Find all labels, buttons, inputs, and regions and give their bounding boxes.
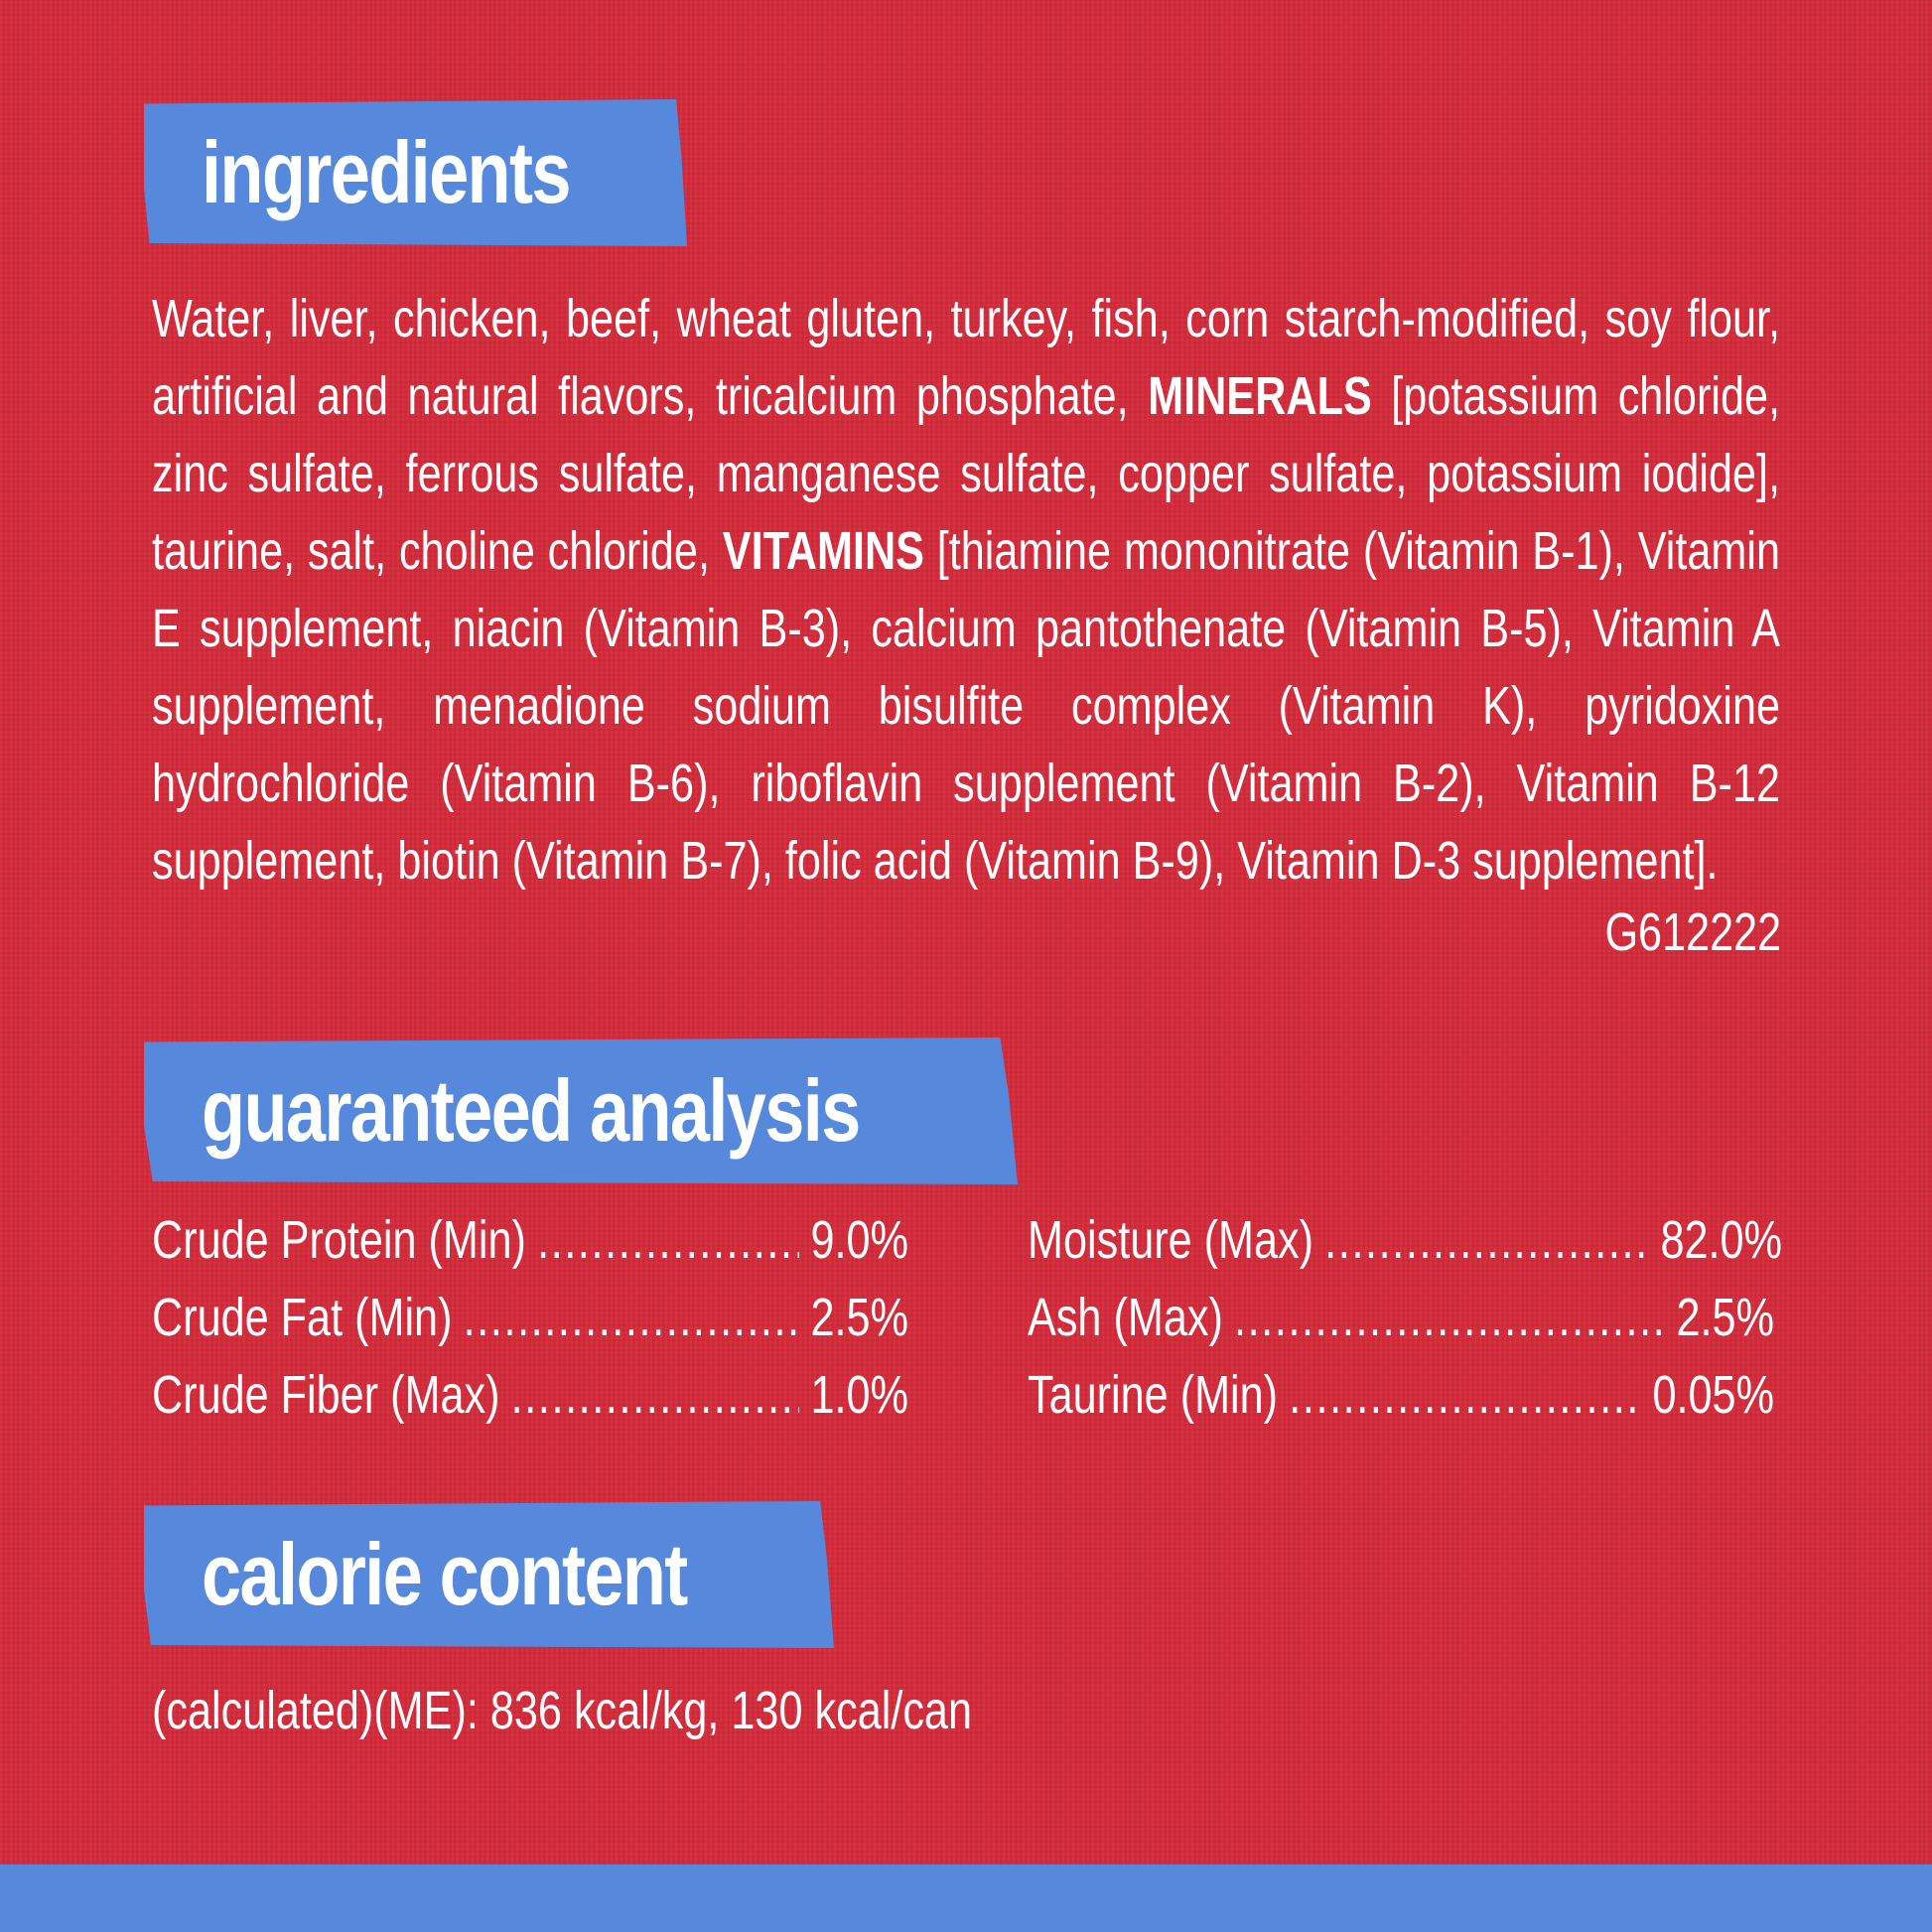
analysis-row: Taurine (Min) 0.05% bbox=[1028, 1364, 1774, 1442]
analysis-value: 2.5% bbox=[1676, 1288, 1774, 1347]
calorie-header: calorie content bbox=[144, 1501, 834, 1648]
analysis-label: Ash (Max) bbox=[1028, 1288, 1223, 1347]
bottom-band bbox=[0, 1864, 1932, 1932]
calorie-text: (calculated)(ME): 836 kcal/kg, 130 kcal/… bbox=[152, 1681, 972, 1740]
analysis-label: Crude Fiber (Max) bbox=[152, 1365, 500, 1425]
analysis-row: Ash (Max) 2.5% bbox=[1028, 1287, 1774, 1364]
ingredients-title: ingredients bbox=[202, 123, 572, 221]
minerals-label: MINERALS bbox=[1148, 366, 1372, 426]
vitamins-label: VITAMINS bbox=[722, 521, 924, 581]
leader-dots bbox=[1324, 1209, 1649, 1271]
analysis-label: Moisture (Max) bbox=[1028, 1210, 1314, 1270]
vitamins-text: [thiamine mononitrate (Vitamin B-1), Vit… bbox=[152, 521, 1780, 891]
analysis-label: Crude Protein (Min) bbox=[152, 1210, 526, 1270]
leader-dots bbox=[464, 1287, 800, 1348]
analysis-value: 1.0% bbox=[810, 1365, 908, 1425]
analysis-value: 82.0% bbox=[1660, 1210, 1783, 1270]
product-code: G612222 bbox=[1604, 902, 1781, 962]
analysis-value: 9.0% bbox=[810, 1210, 908, 1270]
analysis-label: Crude Fat (Min) bbox=[152, 1288, 453, 1347]
calorie-title: calorie content bbox=[202, 1525, 688, 1623]
analysis-label: Taurine (Min) bbox=[1028, 1365, 1279, 1425]
leader-dots bbox=[1234, 1287, 1665, 1348]
ingredients-text: Water, liver, chicken, beef, wheat glute… bbox=[152, 280, 1780, 899]
leader-dots bbox=[511, 1364, 800, 1426]
leader-dots bbox=[537, 1209, 799, 1271]
analysis-value: 2.5% bbox=[810, 1288, 908, 1347]
analysis-row: Crude Fat (Min) 2.5% bbox=[152, 1287, 908, 1364]
analysis-row: Crude Protein (Min) 9.0% bbox=[152, 1209, 908, 1287]
analysis-row: Moisture (Max) 82.0% bbox=[1028, 1209, 1782, 1287]
ingredients-text-part: Water, liver, chicken, beef, wheat glute… bbox=[152, 289, 1780, 426]
leader-dots bbox=[1289, 1364, 1641, 1426]
analysis-row: Crude Fiber (Max) 1.0% bbox=[152, 1364, 908, 1442]
analysis-header: guaranteed analysis bbox=[144, 1037, 1018, 1184]
analysis-title: guaranteed analysis bbox=[202, 1061, 861, 1160]
ingredients-header: ingredients bbox=[144, 99, 687, 246]
analysis-value: 0.05% bbox=[1652, 1365, 1775, 1425]
minerals-text: [potassium chloride, zinc sulfate, ferro… bbox=[152, 366, 1780, 581]
